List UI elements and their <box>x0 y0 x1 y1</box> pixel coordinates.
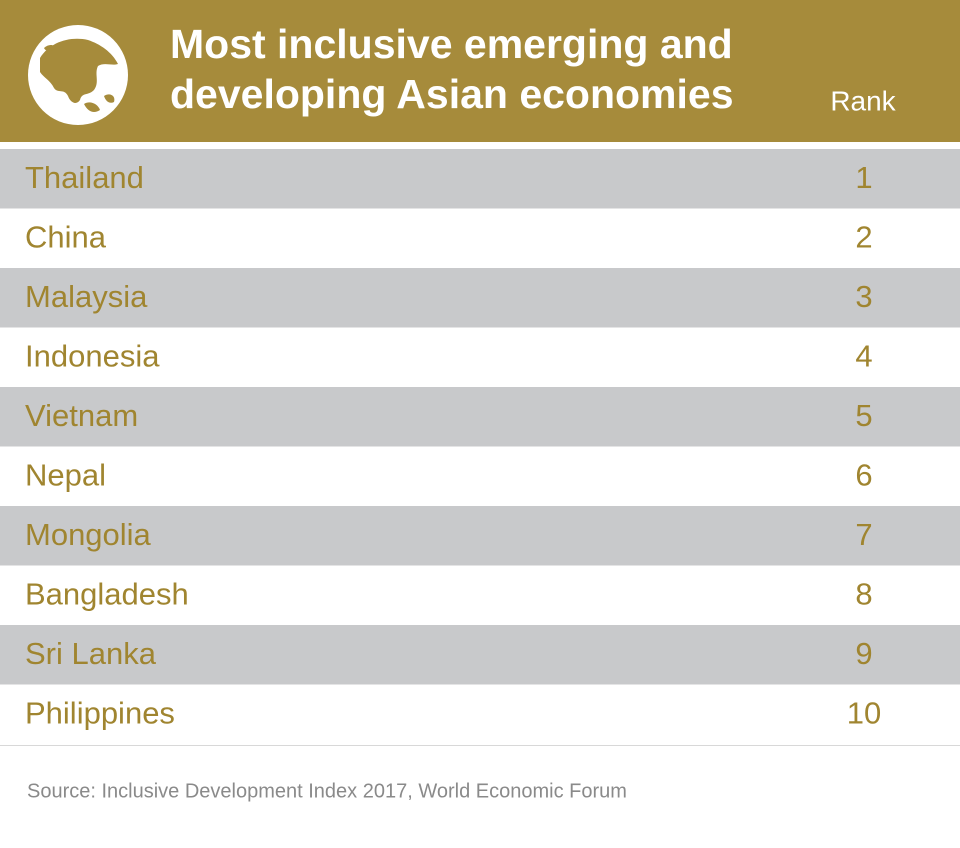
country: Philippines <box>25 695 175 730</box>
rank: 4 <box>855 338 872 373</box>
row-background <box>0 625 960 685</box>
rank: 8 <box>855 576 872 611</box>
country: China <box>25 219 107 254</box>
rank: 7 <box>855 517 872 552</box>
globe-icon <box>28 25 128 125</box>
rank: 6 <box>855 457 872 492</box>
country: Bangladesh <box>25 576 189 611</box>
country: Thailand <box>25 160 144 195</box>
country: Nepal <box>25 457 106 492</box>
row-background <box>0 387 960 447</box>
title-line: developing Asian economies <box>170 71 734 117</box>
country: Mongolia <box>25 517 152 552</box>
rank: 5 <box>855 398 872 433</box>
rank: 1 <box>855 160 872 195</box>
source: Source: Inclusive Development Index 2017… <box>27 780 627 802</box>
row-background <box>0 149 960 209</box>
country: Vietnam <box>25 398 138 433</box>
country: Sri Lanka <box>25 636 157 671</box>
country: Malaysia <box>25 279 148 314</box>
rank: 3 <box>855 279 872 314</box>
row-background <box>0 268 960 328</box>
rank: 10 <box>847 695 881 730</box>
header-band <box>0 0 960 142</box>
country: Indonesia <box>25 338 160 373</box>
table: Thailand 1 China 2 Malaysia 3 Indonesia 4 Vietna… <box>0 149 960 730</box>
row-background <box>0 506 960 566</box>
rank: 9 <box>855 636 872 671</box>
rank: 2 <box>855 219 872 254</box>
title-line: Most inclusive emerging and <box>170 21 733 67</box>
column-header: Rank <box>830 85 896 116</box>
